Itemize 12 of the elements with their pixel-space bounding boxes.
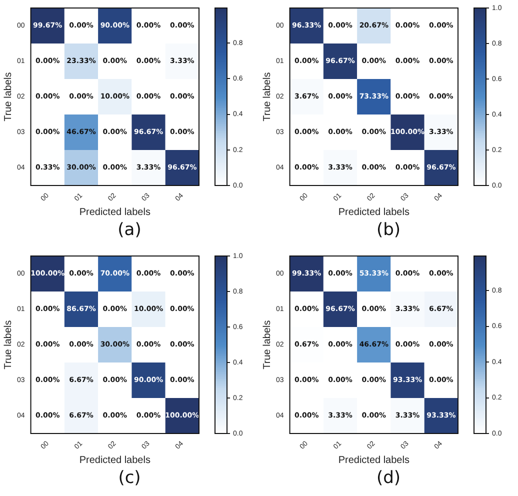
- x-axis-title: Predicted labels: [338, 454, 410, 466]
- y-axis-title: True labels: [2, 320, 14, 370]
- text: (b): [375, 219, 402, 242]
- text: (d): [375, 467, 402, 490]
- x-axis-title: Predicted labels: [338, 206, 410, 218]
- text: (c): [117, 467, 142, 490]
- y-axis-title: True labels: [2, 72, 14, 122]
- text: (a): [116, 219, 142, 242]
- y-axis-title: True labels: [262, 72, 273, 122]
- x-axis-title: Predicted labels: [79, 454, 150, 466]
- x-axis-title: Predicted labels: [79, 206, 150, 218]
- y-axis-title: True labels: [262, 320, 273, 370]
